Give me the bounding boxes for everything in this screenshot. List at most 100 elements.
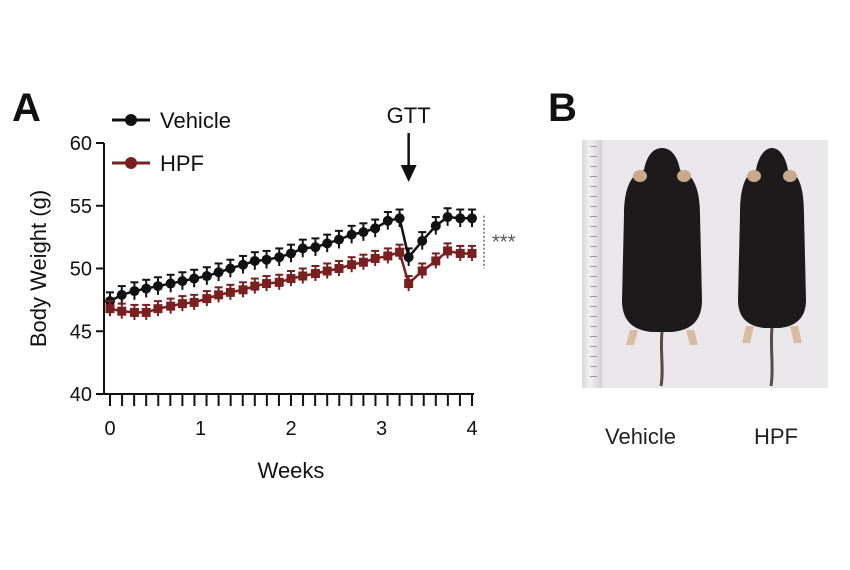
ruler-tick — [590, 346, 597, 347]
data-point — [467, 248, 477, 258]
gtt-arrow-head — [400, 165, 417, 182]
ruler-tick — [590, 256, 597, 257]
data-point — [153, 304, 163, 314]
ruler-tick — [590, 316, 597, 317]
chart-annotations: GTT *** — [387, 103, 516, 269]
data-point — [152, 281, 163, 292]
data-point — [250, 281, 260, 291]
mice-photo — [582, 140, 828, 388]
ruler-tick — [590, 246, 597, 247]
data-point — [225, 287, 235, 297]
series-hpf — [105, 242, 477, 320]
data-point — [346, 229, 357, 240]
data-point — [129, 307, 139, 317]
data-point — [189, 297, 199, 307]
data-point — [455, 213, 466, 224]
ruler-tick — [590, 376, 597, 377]
x-tick-label: 1 — [195, 418, 206, 440]
ruler-tick — [590, 336, 597, 337]
x-axis-label: Weeks — [258, 458, 325, 483]
data-point — [177, 299, 187, 309]
data-point — [334, 264, 344, 273]
data-point — [249, 255, 260, 266]
data-point — [117, 306, 127, 316]
data-point — [370, 223, 381, 234]
data-point — [404, 279, 414, 289]
data-point — [116, 289, 127, 300]
data-point — [274, 277, 284, 287]
x-tick-label: 2 — [285, 418, 296, 440]
data-point — [165, 278, 176, 289]
ruler-tick — [590, 266, 597, 267]
ruler-tick — [590, 226, 597, 227]
ruler-tick — [590, 326, 597, 327]
data-point — [238, 259, 249, 270]
data-point — [189, 273, 200, 284]
data-point — [310, 242, 321, 253]
y-tick-label: 50 — [70, 259, 92, 281]
data-point — [322, 266, 332, 276]
x-tick-label: 0 — [104, 418, 115, 440]
y-tick-label: 55 — [70, 196, 92, 218]
data-point — [442, 212, 453, 223]
chart-axes: Weeks Body Weight (g) — [26, 143, 474, 483]
chart-legend: Vehicle HPF — [112, 108, 231, 176]
data-point — [430, 220, 441, 231]
ruler-tick — [590, 356, 597, 357]
photo-label-vehicle: Vehicle — [605, 424, 676, 449]
data-point — [141, 283, 152, 294]
ruler-tick — [590, 306, 597, 307]
ruler-tick — [590, 236, 597, 237]
data-point — [166, 301, 176, 311]
data-point — [201, 271, 212, 282]
data-point — [129, 286, 140, 297]
data-point — [333, 234, 344, 245]
legend-marker — [125, 114, 137, 126]
data-point — [177, 276, 188, 287]
ruler-tick — [590, 166, 597, 167]
ruler-tick — [590, 196, 597, 197]
ruler-tick — [590, 366, 597, 367]
panel-label-b: B — [548, 86, 577, 130]
series-vehicle — [105, 207, 477, 310]
data-point — [297, 243, 308, 254]
data-point — [417, 235, 428, 246]
chart-ticks: 40 45 50 55 60 0 1 2 3 4 — [70, 133, 478, 440]
data-point — [431, 256, 441, 266]
data-point — [286, 248, 296, 259]
ruler-tick — [590, 176, 597, 177]
ruler-tick — [590, 206, 597, 207]
data-point — [383, 251, 393, 261]
ruler-tick — [590, 216, 597, 217]
legend-marker — [125, 157, 137, 169]
ruler — [582, 140, 602, 388]
legend-label: Vehicle — [160, 108, 231, 133]
data-point — [395, 247, 405, 257]
photo-label-hpf: HPF — [754, 424, 798, 449]
data-point — [358, 227, 369, 238]
x-tick-label: 3 — [376, 418, 387, 440]
ruler-tick — [590, 186, 597, 187]
chart-marks — [105, 207, 477, 320]
ruler-tick — [590, 146, 597, 147]
data-point — [347, 260, 357, 270]
y-tick-label: 60 — [70, 133, 92, 155]
legend-label: HPF — [160, 151, 204, 176]
y-tick-label: 45 — [70, 321, 92, 343]
hpf-mouse-image — [738, 148, 806, 387]
data-point — [467, 213, 477, 224]
data-point — [370, 253, 380, 263]
ruler-tick — [590, 156, 597, 157]
data-point — [298, 271, 308, 281]
data-point — [213, 267, 224, 278]
significance-label: *** — [492, 232, 516, 254]
data-point — [394, 213, 405, 224]
ruler-tick — [590, 286, 597, 287]
data-point — [403, 252, 414, 263]
ruler-tick — [590, 276, 597, 277]
data-point — [310, 269, 320, 279]
data-point — [105, 304, 115, 314]
data-point — [214, 290, 224, 300]
y-tick-label: 40 — [70, 384, 92, 406]
